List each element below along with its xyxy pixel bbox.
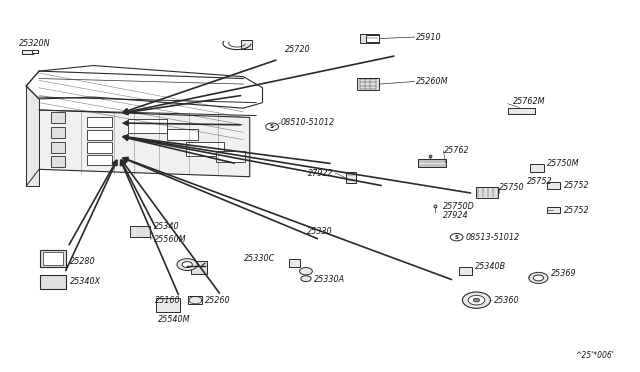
Text: 25320N: 25320N xyxy=(19,39,50,48)
Bar xyxy=(51,156,65,167)
Text: 25750D: 25750D xyxy=(444,202,475,211)
Bar xyxy=(186,141,224,156)
Bar xyxy=(40,250,67,267)
Circle shape xyxy=(266,123,278,131)
Bar xyxy=(130,226,150,237)
Circle shape xyxy=(463,292,490,308)
Text: 25752: 25752 xyxy=(527,177,553,186)
Text: 25750M: 25750M xyxy=(547,159,579,168)
Circle shape xyxy=(533,275,543,281)
Text: 25260M: 25260M xyxy=(416,77,448,86)
Bar xyxy=(241,40,252,48)
Bar xyxy=(40,275,67,289)
Bar xyxy=(129,119,167,133)
Bar xyxy=(43,252,63,265)
Bar xyxy=(289,259,300,267)
Bar xyxy=(530,164,544,172)
Text: 25540M: 25540M xyxy=(158,315,191,324)
Circle shape xyxy=(468,295,484,305)
Bar xyxy=(191,261,207,274)
Text: 25910: 25910 xyxy=(416,32,442,42)
Bar xyxy=(87,130,113,140)
Text: 25720: 25720 xyxy=(285,45,310,54)
Circle shape xyxy=(182,262,192,267)
Bar xyxy=(87,117,113,128)
Circle shape xyxy=(177,259,197,270)
Bar xyxy=(547,207,560,214)
Text: 25330C: 25330C xyxy=(244,254,275,263)
Bar xyxy=(51,141,65,153)
Text: 08513-51012: 08513-51012 xyxy=(466,232,520,242)
Bar xyxy=(460,267,472,275)
Text: 25750: 25750 xyxy=(499,183,524,192)
Text: 25330: 25330 xyxy=(307,227,333,236)
Bar xyxy=(22,49,33,54)
Bar xyxy=(360,34,380,43)
Text: 25762: 25762 xyxy=(444,146,470,155)
Text: 25260: 25260 xyxy=(205,296,230,305)
Circle shape xyxy=(473,298,479,302)
Bar xyxy=(32,50,38,53)
Text: 25762M: 25762M xyxy=(513,97,545,106)
Bar xyxy=(418,158,446,167)
Bar xyxy=(51,127,65,138)
Bar xyxy=(547,182,560,189)
Text: ^25'*006': ^25'*006' xyxy=(575,351,614,360)
Bar xyxy=(366,35,379,42)
Text: 25560M: 25560M xyxy=(154,235,186,244)
Bar xyxy=(87,142,113,153)
Text: 25340B: 25340B xyxy=(474,262,506,271)
Circle shape xyxy=(300,267,312,275)
Circle shape xyxy=(529,272,548,283)
Bar xyxy=(168,129,198,140)
Text: 25752: 25752 xyxy=(564,181,589,190)
Circle shape xyxy=(301,276,311,282)
Circle shape xyxy=(451,234,463,241)
Text: 25752: 25752 xyxy=(564,206,589,215)
Bar xyxy=(476,187,499,198)
Text: 25330A: 25330A xyxy=(314,275,345,284)
Text: S: S xyxy=(454,235,459,240)
Text: S: S xyxy=(270,124,274,129)
Text: 25280: 25280 xyxy=(70,257,95,266)
Bar xyxy=(87,155,113,165)
Text: 27924: 27924 xyxy=(444,211,469,220)
Text: 25160: 25160 xyxy=(155,296,181,305)
Text: 25340X: 25340X xyxy=(70,277,100,286)
Bar xyxy=(357,78,379,90)
Text: 25369: 25369 xyxy=(551,269,577,278)
Text: 27922: 27922 xyxy=(308,169,334,177)
Bar xyxy=(216,151,245,162)
Text: 08510-51012: 08510-51012 xyxy=(280,119,335,128)
Text: 25340: 25340 xyxy=(154,222,180,231)
Bar xyxy=(51,112,65,123)
Bar xyxy=(508,108,534,114)
Bar xyxy=(188,296,202,304)
Text: 25360: 25360 xyxy=(493,296,519,305)
Bar xyxy=(346,172,356,183)
Bar xyxy=(156,298,180,312)
Polygon shape xyxy=(39,110,250,177)
Polygon shape xyxy=(26,86,39,186)
